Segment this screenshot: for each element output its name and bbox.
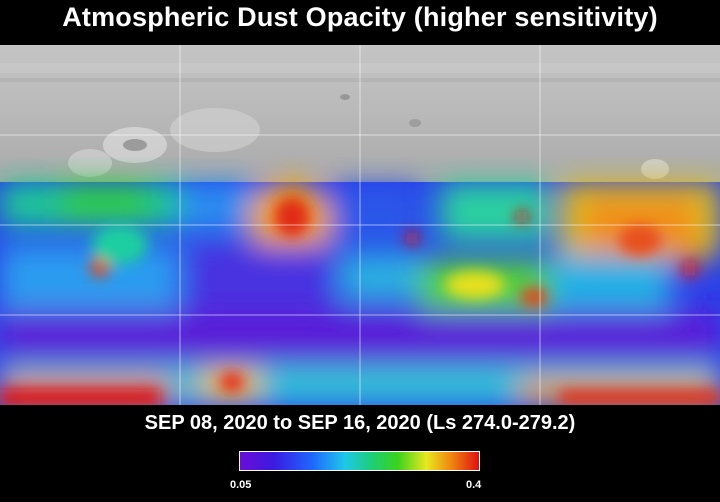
scale-max-label: 0.4 bbox=[466, 479, 482, 491]
dust-opacity-map bbox=[0, 45, 720, 405]
color-scale-bar bbox=[239, 451, 480, 471]
scale-min-label: 0.05 bbox=[230, 479, 252, 491]
date-range-label: SEP 08, 2020 to SEP 16, 2020 (Ls 274.0-2… bbox=[144, 412, 576, 434]
map-title: Atmospheric Dust Opacity (higher sensiti… bbox=[62, 2, 658, 32]
map-grid bbox=[0, 45, 720, 405]
